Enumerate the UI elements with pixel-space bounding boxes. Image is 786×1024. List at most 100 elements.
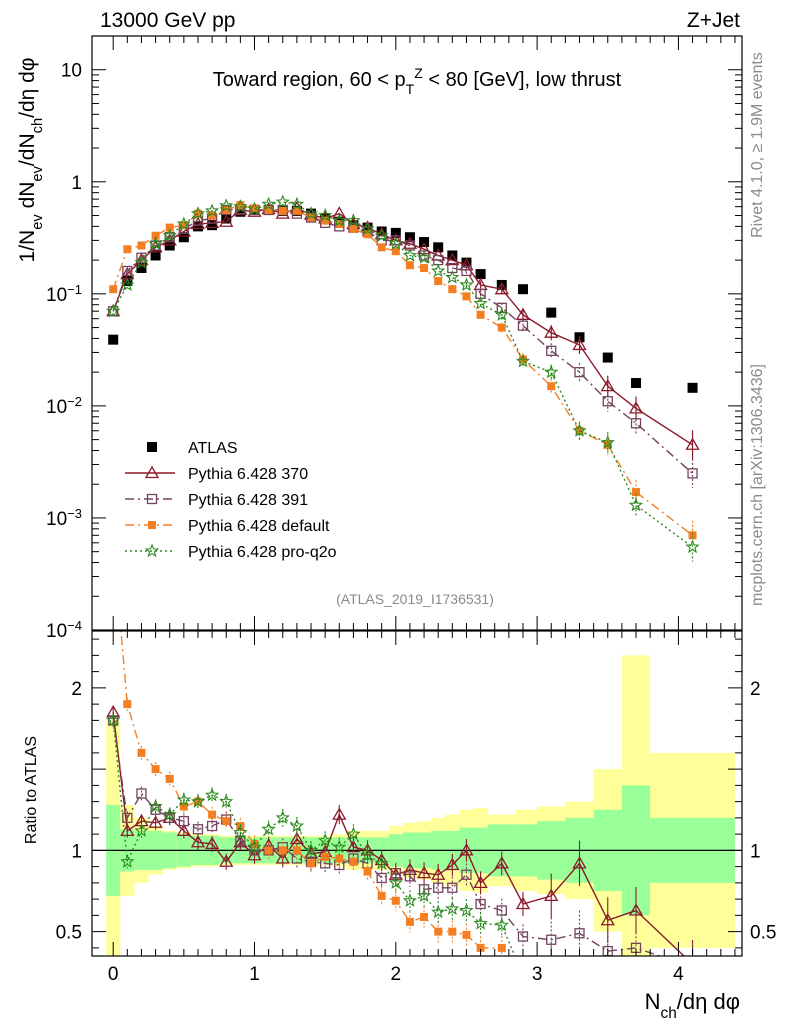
ratio-point: [388, 875, 403, 889]
data-point: [572, 337, 587, 351]
data-point: [517, 284, 528, 295]
ratio-point: [687, 958, 699, 969]
data-point: [307, 213, 316, 222]
ratio-point: [602, 979, 613, 990]
data-point: [687, 468, 698, 479]
ratio-point: [473, 875, 488, 889]
legend-entry: Pythia 6.428 default: [125, 518, 330, 535]
ratio-point: [497, 943, 506, 952]
data-point: [150, 240, 161, 251]
series-line: [112, 201, 693, 548]
data-point: [494, 281, 509, 295]
ratio-point: [206, 820, 218, 832]
data-point: [402, 248, 418, 262]
ratio-point: [178, 815, 189, 827]
ratio-point: [574, 983, 585, 994]
ratio-point: [404, 871, 416, 882]
plot-title: Toward region, 60 < pTZ < 80 [GeV], low …: [213, 65, 622, 97]
ratio-point: [405, 917, 414, 926]
data-point: [278, 206, 287, 215]
x-tick-label: 1: [249, 964, 260, 985]
data-point: [264, 206, 273, 215]
series-line: [112, 204, 693, 536]
ratio-point: [360, 847, 375, 862]
data-point: [190, 206, 206, 220]
data-point: [303, 206, 319, 220]
data-point: [631, 378, 642, 389]
data-point: [222, 206, 231, 215]
ratio-point: [574, 928, 585, 939]
data-point: [448, 285, 457, 294]
x-tick-label: 3: [532, 964, 543, 985]
ratio-point: [321, 852, 330, 861]
data-point: [602, 352, 613, 363]
ratio-y-tick-label-right: 0.5: [750, 923, 776, 944]
ratio-point: [162, 807, 177, 821]
ratio-frame: [91, 630, 743, 957]
series-4: [106, 194, 700, 562]
ratio-point: [233, 825, 248, 839]
series-1: [106, 200, 700, 460]
data-point: [602, 396, 613, 407]
legend-label: Pythia 6.428 370: [188, 466, 308, 483]
ratio-point: [346, 839, 361, 853]
ratio-point: [434, 927, 443, 936]
ratio-point: [275, 851, 290, 864]
ratio-point: [235, 835, 246, 846]
data-point: [445, 252, 460, 266]
ratio-content: [92, 631, 742, 994]
ratio-series-3: [106, 712, 613, 994]
data-point: [685, 539, 700, 554]
ratio-point: [190, 794, 206, 808]
data-point: [346, 213, 361, 227]
x-tick-label: 0: [108, 964, 119, 985]
data-point: [176, 216, 192, 231]
data-point: [235, 206, 246, 217]
legend: ATLAS Pythia 6.428 370 Pythia 6.428 391 Pyt…: [125, 440, 337, 561]
ratio-y-tick-label-right: 2: [750, 679, 761, 700]
legend-marker: [144, 465, 160, 479]
ratio-point: [544, 888, 559, 902]
ratio-point: [219, 794, 234, 808]
ratio-point: [416, 865, 432, 879]
ratio-plot: 0.5 0.5 1 1 2 2 0 1 2 3 4 Ratio to ATLAS Nch/dη dφ: [23, 630, 776, 1022]
ratio-point: [120, 854, 135, 868]
main-frame: [91, 35, 743, 631]
ratio-point: [219, 854, 234, 867]
data-point: [390, 227, 401, 238]
ratio-line: [120, 631, 510, 956]
data-point: [108, 334, 119, 345]
y-tick-label: 10−1: [46, 281, 82, 306]
data-point: [317, 208, 333, 222]
ratio-point: [459, 903, 474, 917]
data-point: [496, 302, 507, 313]
ratio-point: [377, 891, 386, 900]
ratio-point: [204, 836, 220, 850]
data-point: [600, 378, 615, 392]
legend-label: Pythia 6.428 391: [188, 492, 308, 509]
ratio-point: [134, 823, 149, 837]
ratio-point: [136, 788, 147, 799]
y-tick-label: 10: [61, 61, 82, 82]
data-point: [374, 228, 389, 242]
data-point: [391, 247, 400, 256]
data-point: [434, 277, 443, 286]
ratio-y-tick-label: 0.5: [56, 923, 82, 944]
ratio-point: [374, 852, 389, 866]
data-point: [473, 295, 488, 310]
analysis-id-label: (ATLAS_2019_I1736531): [336, 591, 494, 607]
data-point: [332, 206, 347, 219]
ratio-point: [192, 824, 204, 835]
ratio-point: [391, 896, 400, 905]
ratio-point: [123, 700, 132, 709]
data-point: [547, 382, 556, 391]
ratio-point: [431, 867, 446, 880]
data-point: [628, 497, 644, 512]
series-line: [112, 208, 693, 474]
mcplots-label: mcplots.cern.ch [arXiv:1306.3436]: [749, 364, 766, 606]
data-point: [165, 223, 174, 232]
ratio-point: [476, 943, 485, 952]
ratio-point: [475, 898, 486, 910]
data-point: [275, 194, 290, 209]
